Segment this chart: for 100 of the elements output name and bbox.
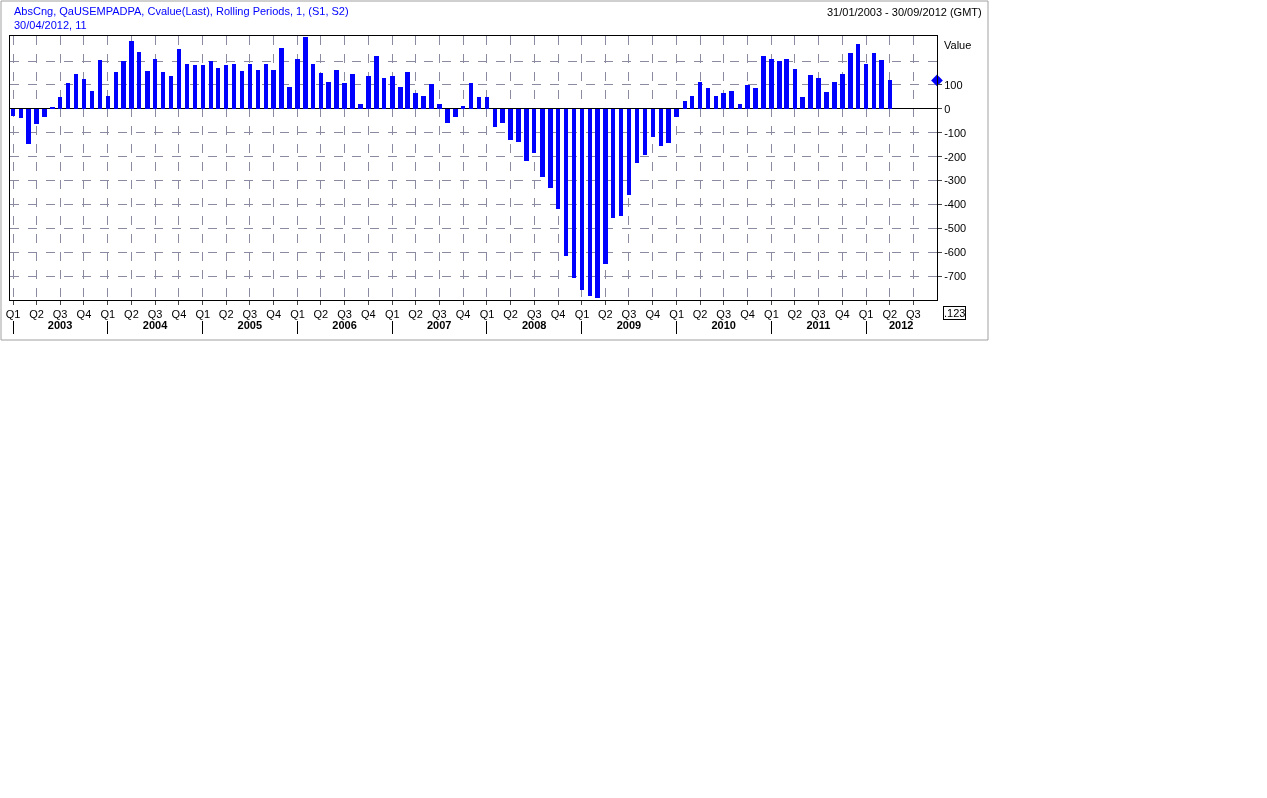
bar <box>114 72 118 109</box>
bar <box>532 109 536 153</box>
bar <box>516 109 521 142</box>
x-tick-label: Q3 <box>431 308 447 321</box>
bar <box>580 109 584 290</box>
bar <box>90 91 94 109</box>
x-tick-label: Q2 <box>598 308 613 321</box>
x-tick-label: Q4 <box>266 308 282 321</box>
bar <box>611 109 615 218</box>
bar <box>209 61 213 109</box>
bar <box>445 109 450 123</box>
bar <box>437 104 442 109</box>
x-tick-label: Q2 <box>787 308 803 321</box>
x-tick-label: Q4 <box>740 308 755 321</box>
bar <box>161 72 165 109</box>
bar <box>659 109 663 146</box>
bar <box>34 109 39 124</box>
x-tick-label: Q1 <box>290 308 305 321</box>
bar <box>66 83 70 109</box>
bar <box>698 82 702 109</box>
x-tick-label: Q3 <box>811 308 826 321</box>
bar <box>193 65 197 109</box>
x-tick-label: Q3 <box>147 308 163 321</box>
x-tick-label: Q1 <box>479 308 495 321</box>
bar <box>303 37 308 109</box>
bar <box>856 44 860 109</box>
bar <box>753 88 758 109</box>
y-tick-label: -200 <box>944 150 967 163</box>
x-tick-label: Q4 <box>361 308 376 321</box>
x-tick-label: Q2 <box>313 308 329 321</box>
bar <box>706 88 710 109</box>
bar <box>683 101 687 109</box>
bar <box>350 74 355 109</box>
bar <box>469 83 473 109</box>
bar <box>19 109 23 118</box>
x-tick-label: Q1 <box>669 308 685 321</box>
bar <box>548 109 553 188</box>
y-tick-label: 0 <box>944 102 951 115</box>
text: 30/04/2012, 11 <box>14 19 87 31</box>
bar <box>169 76 173 109</box>
y-tick-label: -100 <box>944 126 967 139</box>
bar <box>824 92 829 109</box>
bar <box>121 61 126 109</box>
bar <box>137 52 141 109</box>
bar <box>421 96 426 109</box>
x-tick-label: Q2 <box>218 308 234 321</box>
bar <box>98 60 102 109</box>
bar <box>366 76 371 109</box>
x-tick-label: Q3 <box>906 308 921 321</box>
y-tick-label: -400 <box>944 198 967 211</box>
text: 31/01/2003 - 30/09/2012 (GMT) <box>827 6 982 18</box>
bar <box>777 61 782 109</box>
bar <box>588 109 592 296</box>
bar <box>201 65 205 109</box>
x-tick-label: Q3 <box>52 308 68 321</box>
x-tick-label: Q2 <box>503 308 518 321</box>
bar <box>556 109 560 209</box>
bar <box>153 59 157 109</box>
bar <box>595 109 600 298</box>
x-tick-label: Q1 <box>5 308 21 321</box>
bar <box>603 109 608 264</box>
bar <box>493 109 497 127</box>
x-tick-label: Q4 <box>834 308 850 321</box>
x-tick-label: Q4 <box>171 308 187 321</box>
bar <box>508 109 513 140</box>
bar <box>721 93 726 109</box>
bar <box>106 96 110 109</box>
bar <box>232 64 236 109</box>
bar <box>738 104 742 109</box>
bar <box>793 69 797 109</box>
bar <box>145 71 150 109</box>
bar <box>769 59 774 109</box>
bar <box>11 109 15 116</box>
bar <box>666 109 671 143</box>
y-tick-label: 100 <box>944 78 963 91</box>
bar <box>405 72 410 109</box>
bar <box>643 109 647 155</box>
y-axis-title: Value <box>944 39 972 51</box>
bar <box>58 97 62 109</box>
bar <box>564 109 568 256</box>
x-tick-label: Q2 <box>124 308 139 321</box>
bar <box>413 93 418 109</box>
bar <box>485 97 489 109</box>
bar <box>334 70 339 109</box>
bar <box>129 41 134 109</box>
x-tick-label: Q4 <box>645 308 661 321</box>
bar <box>374 56 379 109</box>
x-tick-label: Q2 <box>692 308 708 321</box>
bar <box>500 109 505 123</box>
bar <box>879 60 884 109</box>
x-tick-label: Q4 <box>76 308 92 321</box>
x-tick-label: Q1 <box>764 308 779 321</box>
bar <box>888 80 892 109</box>
bar <box>177 49 181 109</box>
bar <box>477 97 481 109</box>
bar <box>398 87 403 109</box>
x-tick-label: Q1 <box>195 308 211 321</box>
text: .123 <box>944 307 966 319</box>
bar <box>271 70 276 109</box>
x-tick-label: Q2 <box>29 308 44 321</box>
